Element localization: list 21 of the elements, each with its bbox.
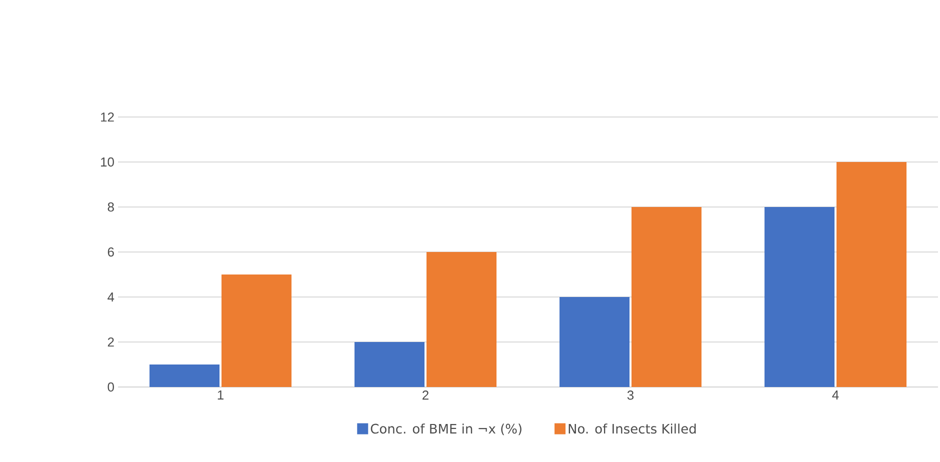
x-tick-label: 4	[832, 390, 839, 400]
bar	[222, 274, 292, 387]
x-tick-label: 3	[627, 390, 634, 400]
y-tick-label: 8	[108, 202, 114, 212]
y-tick-label: 6	[108, 247, 114, 257]
bar	[426, 252, 496, 387]
x-tick-label: 2	[422, 390, 428, 400]
bar	[354, 342, 425, 387]
y-tick-label: 4	[108, 292, 114, 302]
bar	[560, 297, 630, 387]
y-tick-label: 0	[108, 382, 114, 392]
legend-label: Conc. of BME in ¬x (%)	[370, 424, 522, 436]
x-tick-label: 1	[218, 390, 224, 400]
y-tick-label: 12	[101, 112, 114, 122]
bar	[836, 162, 907, 387]
bar	[632, 206, 702, 387]
y-tick-label: 2	[108, 337, 114, 347]
bar	[150, 364, 220, 387]
bar	[764, 206, 835, 387]
legend-label: No. of Insects Killed	[568, 424, 696, 434]
y-tick-label: 10	[101, 157, 114, 167]
